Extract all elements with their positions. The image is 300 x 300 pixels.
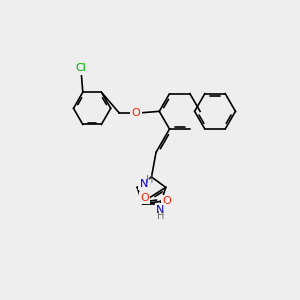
Text: H: H <box>157 211 165 220</box>
Text: N: N <box>156 205 164 214</box>
Text: N: N <box>140 179 148 189</box>
Text: Cl: Cl <box>76 63 87 73</box>
Text: O: O <box>140 193 149 203</box>
Text: O: O <box>162 196 171 206</box>
Text: H: H <box>146 175 153 184</box>
Text: O: O <box>132 108 141 118</box>
